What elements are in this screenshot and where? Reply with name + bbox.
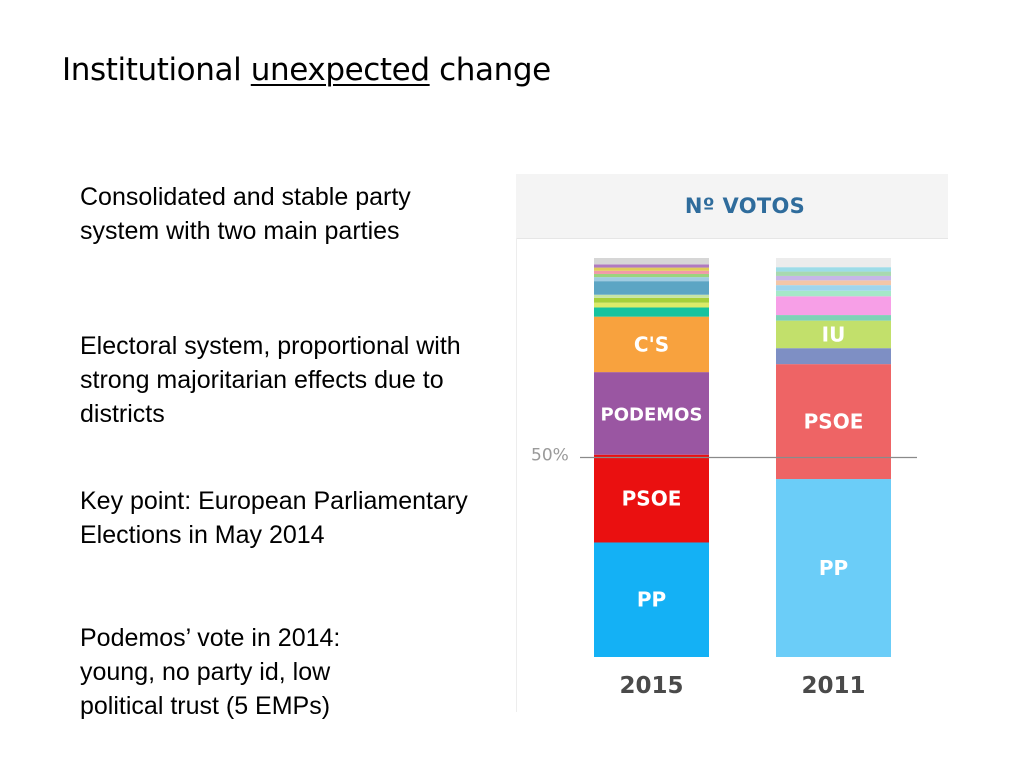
- slide-title-part: change: [429, 52, 551, 88]
- chart-divider: [516, 238, 517, 712]
- chart-panel: Nº VOTOS: [516, 174, 948, 712]
- chart-title: Nº VOTOS: [684, 194, 806, 218]
- bullet-item: Podemos’ vote in 2014: young, no party i…: [80, 624, 341, 720]
- bullet-item: Consolidated and stable party system wit…: [80, 183, 411, 245]
- bullet-item: Key point: European Parliamentary Electi…: [80, 487, 468, 549]
- slide-title: Institutional unexpected change: [62, 52, 551, 88]
- slide-title-underlined: unexpected: [250, 52, 430, 88]
- bullet-item: Electoral system, proportional with stro…: [80, 332, 461, 428]
- chart-header: Nº VOTOS: [516, 174, 948, 239]
- slide-title-part: Institutional: [62, 52, 251, 88]
